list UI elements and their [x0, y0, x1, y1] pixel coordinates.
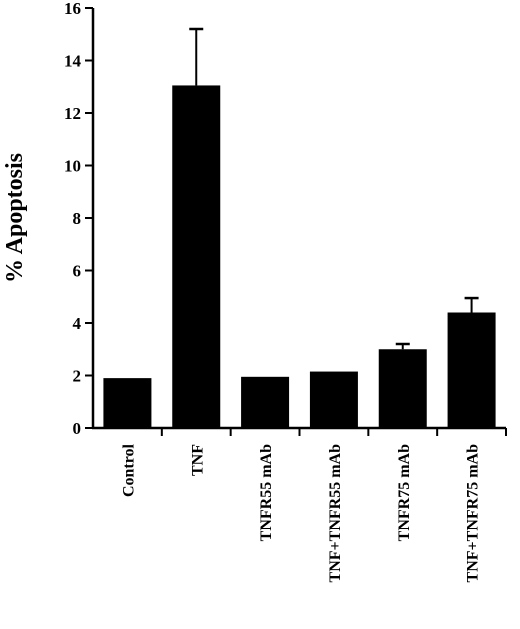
x-axis-labels: Control TNF TNFR55 mAb TNF+TNFR55 mAb TNFR75…: [120, 428, 507, 583]
y-tick-label: 14: [64, 52, 82, 71]
bar: [103, 378, 152, 428]
bar: [172, 85, 221, 428]
chart-axes: [91, 8, 506, 430]
bar: [241, 376, 290, 428]
x-category-label: TNFR75 mAb: [396, 444, 413, 541]
x-category-label: TNF: [189, 444, 206, 476]
y-tick-label: 16: [64, 0, 81, 18]
y-tick-label: 0: [73, 419, 82, 438]
bar: [447, 312, 496, 428]
y-axis-ticks: 0 2 4 6 8 10 12 14 16: [64, 0, 93, 438]
y-tick-label: 12: [64, 104, 81, 123]
x-category-label: Control: [120, 443, 137, 497]
bar: [309, 371, 358, 428]
y-tick-label: 8: [73, 209, 82, 228]
chart-bars: [103, 27, 496, 428]
y-tick-label: 6: [73, 262, 82, 281]
bar: [378, 349, 427, 428]
x-category-label: TNFR55 mAb: [258, 444, 275, 541]
x-category-label: TNF+TNFR55 mAb: [327, 444, 344, 583]
y-axis-title: % Apoptosis: [2, 153, 28, 283]
y-tick-label: 2: [73, 367, 82, 386]
y-tick-label: 4: [73, 314, 82, 333]
x-category-label: TNF+TNFR75 mAb: [465, 444, 482, 583]
y-tick-label: 10: [64, 157, 81, 176]
